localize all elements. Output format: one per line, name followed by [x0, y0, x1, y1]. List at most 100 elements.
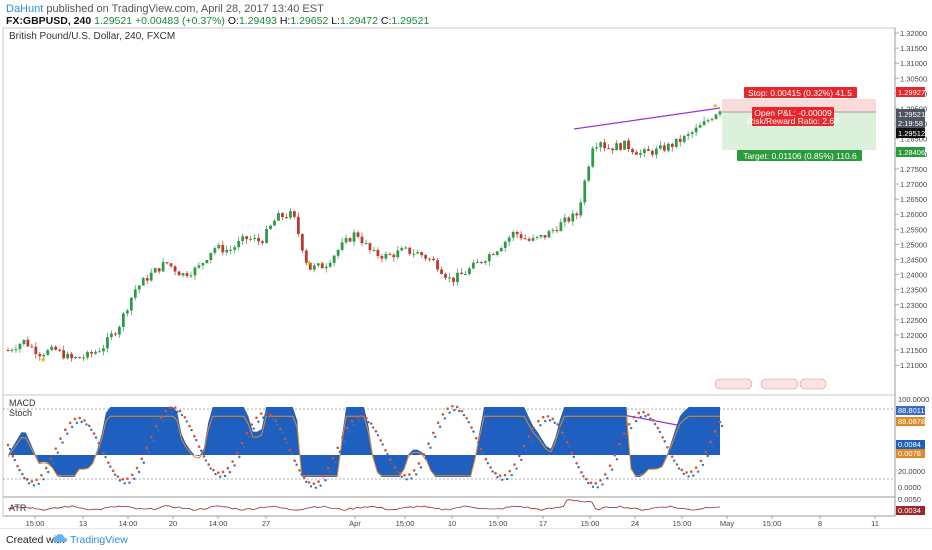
- stoch-k-dot: [503, 473, 507, 477]
- candle-body: [388, 254, 392, 256]
- candle-body: [631, 149, 634, 153]
- candle-body: [90, 352, 93, 354]
- stoch-k-dot: [288, 448, 292, 452]
- candle-body: [674, 138, 678, 147]
- stoch-d-dot: [61, 441, 64, 444]
- candle-body: [54, 346, 58, 350]
- stoch-d-value: 88.0878: [898, 417, 925, 426]
- candle-body: [702, 121, 706, 126]
- stoch-k-dot: [226, 466, 230, 470]
- candle-body: [106, 337, 109, 349]
- stoch-d-dot: [630, 426, 633, 430]
- economic-event-flags[interactable]: [714, 378, 827, 390]
- stoch-d-dot: [133, 477, 136, 481]
- atr-badge: [896, 506, 925, 515]
- stoch-k-dot: [355, 415, 359, 419]
- candle-body: [70, 353, 74, 359]
- price-axis-label: 1.28500: [900, 135, 927, 144]
- stoch-d-dot: [352, 423, 356, 427]
- candle-body: [678, 138, 682, 142]
- candle-body: [539, 235, 543, 237]
- stoch-d-dot: [357, 419, 361, 423]
- candle-body: [98, 351, 101, 353]
- stoch-k-dot: [465, 416, 469, 420]
- time-axis-label: 15:00: [673, 519, 692, 528]
- stoch-d-dot: [391, 462, 394, 465]
- candle-body: [133, 289, 137, 298]
- candle-body: [10, 349, 14, 351]
- candle-body: [491, 254, 495, 256]
- candle-body: [340, 242, 344, 250]
- stoch-k-dot: [441, 413, 445, 416]
- risk-reward-label: Risk/Reward Ratio: 2.67: [747, 116, 839, 126]
- time-axis-label: 17: [539, 519, 547, 528]
- candle-body: [718, 111, 722, 115]
- candle-body: [372, 249, 376, 251]
- stoch-d-dot: [281, 431, 284, 435]
- stop-label: Stop: 0.00415 (0.32%) 41.5: [748, 88, 852, 98]
- candle-body: [320, 263, 324, 269]
- tradingview-brand-link[interactable]: TradingView: [70, 534, 128, 546]
- candle-body: [245, 236, 249, 240]
- target-price-value: 1.28406: [898, 148, 925, 157]
- time-axis[interactable]: 15:00 13 14:00 20 14:00 27 Apr 15:00 10 15:00 17 15…: [26, 516, 879, 528]
- price-chart[interactable]: ★ ★ ★ Stop: 0.00415 (0.32%) 41.5 Open P&…: [0, 26, 932, 528]
- price-axis[interactable]: 1.320001.315001.310001.305001.300001.295…: [900, 29, 927, 370]
- earnings-star-icon[interactable]: ★: [712, 102, 718, 110]
- stoch-d-dot: [219, 475, 222, 478]
- atr-value: 0.0034: [898, 506, 921, 515]
- stoch-k-dot: [102, 451, 105, 455]
- stoch-k-dot: [293, 459, 297, 463]
- candle-body: [189, 275, 193, 277]
- candle-body: [181, 273, 185, 276]
- stoch-d-dot: [118, 479, 122, 482]
- stoch-k-dot: [570, 451, 574, 455]
- atr-axis-top: 0.0050: [898, 495, 921, 504]
- stoch-d-dot: [606, 477, 609, 480]
- candle-body: [420, 252, 424, 256]
- earnings-star-icon[interactable]: ★: [306, 259, 312, 267]
- stoch-k-dot: [302, 476, 306, 480]
- candle-body: [42, 354, 46, 357]
- close-value: 1.29521: [391, 15, 430, 27]
- earnings-star-icon[interactable]: ★: [40, 356, 46, 364]
- publisher-user-link[interactable]: DaHunt: [6, 3, 44, 15]
- candle-body: [579, 202, 583, 216]
- candle-body: [197, 265, 201, 268]
- price-grid: [895, 32, 899, 366]
- stoch-d-dot: [434, 435, 437, 439]
- candle-body: [34, 346, 38, 355]
- stoch-d-dot: [104, 455, 107, 459]
- stoch-d-dot: [687, 475, 690, 478]
- candle-body: [559, 222, 563, 232]
- stoch-d-dot: [486, 462, 490, 465]
- stoch-d-dot: [290, 452, 294, 456]
- stoch-k-dot: [221, 470, 225, 474]
- stoch-d-dot: [405, 478, 408, 481]
- candle-body: [153, 268, 157, 273]
- stoch-d-dot: [706, 454, 709, 458]
- stoch-k-dot: [150, 435, 153, 439]
- candles: [6, 109, 722, 362]
- stoch-d-dot: [376, 434, 380, 437]
- stoch-k-dot: [331, 457, 335, 460]
- stoch-d-dot: [314, 486, 318, 489]
- stoch-d-dot: [276, 423, 279, 426]
- stoch-k-dot: [336, 446, 340, 450]
- stoch-d-dot: [348, 430, 351, 434]
- candle-body: [312, 265, 316, 270]
- macd-signal-badge: [896, 449, 925, 458]
- stoch-d-dot: [677, 467, 681, 470]
- stoch-k-dot: [489, 466, 492, 469]
- candle-body: [647, 149, 650, 151]
- stoch-k-dot: [68, 421, 72, 425]
- price-trendline[interactable]: [573, 107, 721, 130]
- stoch-d-dot: [524, 449, 528, 452]
- stoch-d-dot: [500, 478, 504, 482]
- candle-body: [125, 310, 129, 314]
- stoch-k-dot: [178, 409, 182, 413]
- candle-body: [193, 267, 197, 276]
- stoch-k-dot: [64, 428, 67, 432]
- price-axis-label: 1.27500: [900, 165, 927, 174]
- stoch-d-dot: [171, 410, 174, 413]
